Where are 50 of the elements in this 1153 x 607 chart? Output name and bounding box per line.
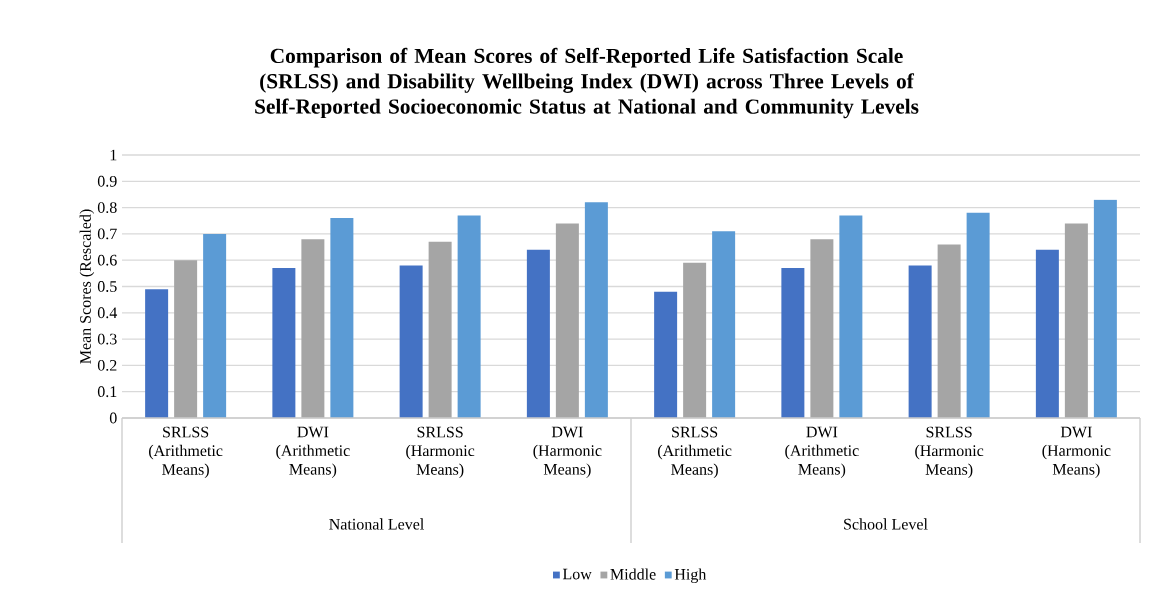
bar (301, 239, 325, 418)
y-tick-label: 0 (109, 412, 117, 424)
bar (810, 239, 834, 418)
x-tick-label: SRLSS (Arithmetic Means) (149, 426, 223, 479)
text: National Level (329, 518, 424, 530)
y-tick-label: 0.8 (97, 202, 117, 214)
bar (457, 215, 481, 418)
bar (839, 215, 863, 418)
x-tick-label: SRLSS (Arithmetic Means) (658, 426, 732, 479)
bar (683, 262, 707, 418)
bar (966, 212, 990, 418)
x-tick-label: SRLSS (Harmonic Means) (915, 426, 984, 479)
y-axis-title: Mean Scores (Rescaled) (79, 209, 95, 364)
bar (272, 268, 296, 418)
bar (428, 241, 452, 418)
bar (1035, 249, 1059, 418)
bar (174, 260, 198, 418)
legend-label: High (674, 568, 707, 584)
y-tick-label: 0.5 (97, 281, 117, 292)
x-tick-label: SRLSS (Harmonic Means) (406, 426, 475, 479)
bar (526, 249, 550, 418)
bar (908, 265, 932, 418)
bar (399, 265, 423, 418)
x-tick-label: DWI (Arithmetic Means) (276, 426, 350, 478)
bar (1064, 223, 1088, 418)
bar (712, 231, 736, 418)
y-tick-label: 0.6 (97, 254, 117, 266)
bar (1093, 199, 1117, 418)
x-tick-label: DWI (Harmonic Means) (533, 426, 602, 478)
y-tick-label: 0.7 (97, 228, 117, 240)
y-tick-label: 0.1 (97, 386, 117, 398)
bar (555, 223, 579, 418)
bar (937, 244, 961, 418)
bar (584, 202, 608, 418)
y-tick-label: 0.2 (97, 359, 117, 371)
x-tick-label: DWI (Harmonic Means) (1042, 426, 1111, 478)
y-tick-label: 0.9 (97, 175, 117, 187)
bar (145, 289, 169, 418)
bar (654, 291, 678, 418)
bar (203, 233, 227, 418)
legend-label: Middle (610, 568, 656, 580)
y-tick-label: 1 (110, 149, 117, 161)
legend-label: Low (562, 568, 592, 580)
bar (781, 268, 805, 418)
chart-title: Comparison of Mean Scores of Self-Reported Life Satisfaction Scale (SRLSS) and Disability Wellbeing Index (DWI) across Three Levels of Self-Reported Socioeconomic Status at National and Community Levels (255, 47, 919, 119)
x-tick-label: DWI (Arithmetic Means) (785, 426, 859, 478)
y-tick-label: 0.4 (97, 307, 118, 319)
bar (330, 218, 354, 418)
y-tick-label: 0.3 (97, 333, 117, 345)
text: School Level (844, 518, 928, 530)
